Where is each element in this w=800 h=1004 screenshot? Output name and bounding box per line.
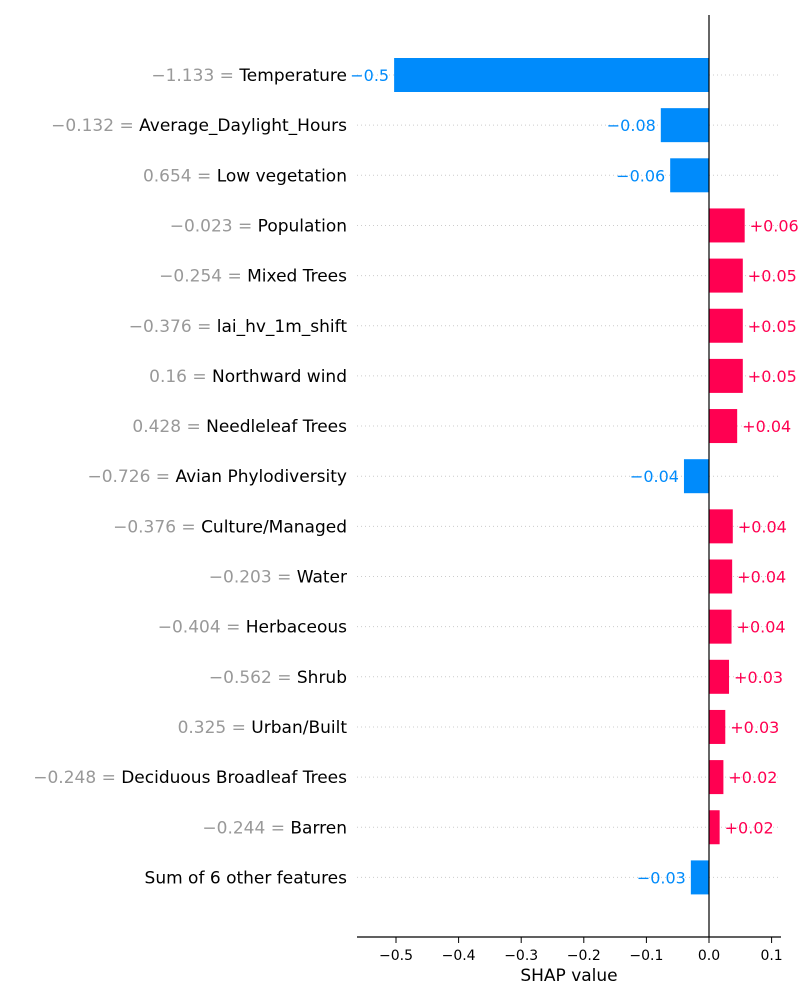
bar [660,108,709,143]
feature-name: Shrub [297,668,347,688]
feature-name: Average_Daylight_Hours [139,116,347,136]
feature-label: −0.376 = Culture/Managed [113,517,347,537]
feature-label: 0.654 = Low vegetation [143,166,347,186]
feature-value: −0.562 = [209,668,297,688]
feature-name: Herbaceous [246,618,347,638]
feature-name: Needleleaf Trees [206,417,347,437]
feature-name: Sum of 6 other features [145,868,348,888]
bar [394,58,709,92]
bar-value-label: +0.05 [748,267,797,286]
feature-value: −0.404 = [158,618,246,638]
bar [709,208,745,243]
feature-name: Population [258,216,347,236]
bar [709,709,726,744]
feature-label: 0.428 = Needleleaf Trees [132,417,347,437]
x-tick-label: −0.4 [442,948,476,964]
feature-value: −0.203 = [209,568,297,588]
feature-value: 0.654 = [143,166,217,186]
x-tick-label: 0.1 [760,948,782,964]
grid-lines [357,74,781,878]
x-tick-label: −0.5 [379,948,413,964]
feature-label: −0.203 = Water [209,568,347,588]
bar [690,860,709,895]
bar-value-label: +0.02 [728,768,777,787]
x-tick-label: −0.2 [567,948,601,964]
bar [709,810,720,845]
bar-value-label: +0.05 [748,317,797,336]
feature-value: −0.023 = [170,216,258,236]
feature-value: −0.254 = [159,267,247,287]
feature-label: −0.562 = Shrub [209,668,347,688]
bar-value-label: −0.03 [637,868,686,887]
bar [709,659,730,694]
feature-label: −0.376 = lai_hv_1m_shift [129,317,348,337]
bar-value-label: −0.5 [350,66,389,85]
feature-name: Culture/Managed [201,517,347,537]
x-axis-title: SHAP value [520,966,617,986]
feature-label: −0.248 = Deciduous Broadleaf Trees [33,768,347,788]
feature-label: −0.132 = Average_Daylight_Hours [51,116,347,136]
feature-value: −0.376 = [129,317,217,337]
feature-name: Northward wind [212,367,347,387]
bar [709,409,738,444]
bar [709,509,733,544]
bar [709,258,743,293]
feature-value: −1.133 = [151,66,239,86]
bar-value-label: +0.05 [748,367,797,386]
bar-value-label: +0.02 [725,818,774,837]
bar-value-label: +0.04 [738,517,787,536]
feature-label: 0.16 = Northward wind [149,367,347,387]
feature-value: −0.244 = [202,818,290,838]
feature-labels: −1.133 = Temperature −0.132 = Average_Day… [33,66,347,888]
bar-labels: −0.5 −0.08 −0.06 +0.06 +0.05 +0.05 +0.05 +0.04 −… [350,66,798,887]
feature-label: −0.726 = Avian Phylodiversity [87,467,347,487]
x-axis: −0.5 −0.4 −0.3 −0.2 −0.1 0.0 0.1 [357,15,783,964]
bar-value-label: −0.04 [630,467,679,486]
feature-label: Sum of 6 other features [145,868,348,888]
bar [709,609,732,644]
feature-label: −0.023 = Population [170,216,347,236]
feature-value: 0.428 = [132,417,206,437]
feature-name: Mixed Trees [247,267,347,287]
x-tick-label: 0.0 [698,948,720,964]
bar-value-label: +0.03 [730,718,779,737]
x-tick-label: −0.3 [504,948,538,964]
bar [709,308,743,343]
feature-name: Temperature [238,66,347,86]
bar [683,459,709,494]
bar [709,760,724,795]
bar-value-label: +0.04 [737,568,786,587]
bar-value-label: +0.03 [734,668,783,687]
feature-label: 0.325 = Urban/Built [178,718,348,738]
feature-name: Avian Phylodiversity [175,467,347,487]
feature-value: −0.132 = [51,116,139,136]
feature-name: Low vegetation [217,166,347,186]
feature-name: lai_hv_1m_shift [217,317,348,337]
bars [394,58,745,895]
feature-value: −0.376 = [113,517,201,537]
feature-value: 0.325 = [178,718,252,738]
bar [670,158,709,193]
bar-value-label: +0.04 [742,417,791,436]
bar [709,358,743,393]
bar-value-label: −0.06 [616,166,665,185]
bar-value-label: +0.04 [737,618,786,637]
bar [709,559,733,594]
bar-value-label: −0.08 [607,116,656,135]
feature-name: Water [297,568,347,588]
feature-value: −0.726 = [87,467,175,487]
feature-name: Urban/Built [251,718,347,738]
feature-label: −1.133 = Temperature [151,66,347,86]
feature-label: −0.244 = Barren [202,818,347,838]
feature-label: −0.254 = Mixed Trees [159,267,347,287]
feature-value: −0.248 = [33,768,121,788]
feature-label: −0.404 = Herbaceous [158,618,347,638]
feature-name: Deciduous Broadleaf Trees [121,768,347,788]
feature-value: 0.16 = [149,367,212,387]
x-tick-label: −0.1 [629,948,663,964]
bar-value-label: +0.06 [750,216,799,235]
feature-name: Barren [290,818,347,838]
